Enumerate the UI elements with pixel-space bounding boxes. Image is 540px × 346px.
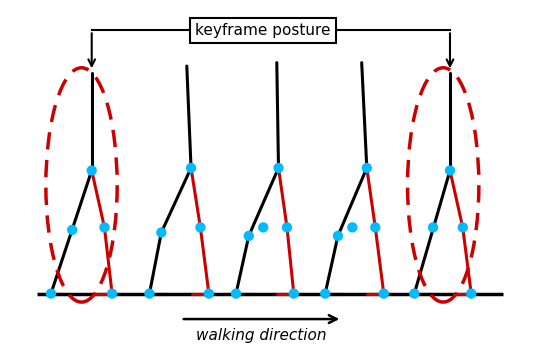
Point [446,168,454,173]
Point [245,233,253,239]
Point [429,225,437,230]
Point [467,291,476,297]
Point [371,225,380,230]
Text: keyframe posture: keyframe posture [195,23,331,38]
Point [282,225,291,230]
Point [157,230,166,235]
Point [259,225,267,230]
Point [458,225,467,230]
Point [68,227,77,233]
Point [334,233,342,239]
Point [205,291,213,297]
Point [232,291,240,297]
Point [362,165,371,171]
Text: walking direction: walking direction [196,328,327,343]
Point [380,291,388,297]
Point [187,165,195,171]
Point [108,291,117,297]
Point [196,225,205,230]
Point [321,291,329,297]
Point [348,225,357,230]
Point [289,291,298,297]
Point [410,291,418,297]
Point [46,291,55,297]
Point [100,225,109,230]
Point [145,291,154,297]
Point [274,165,283,171]
Point [87,168,96,173]
